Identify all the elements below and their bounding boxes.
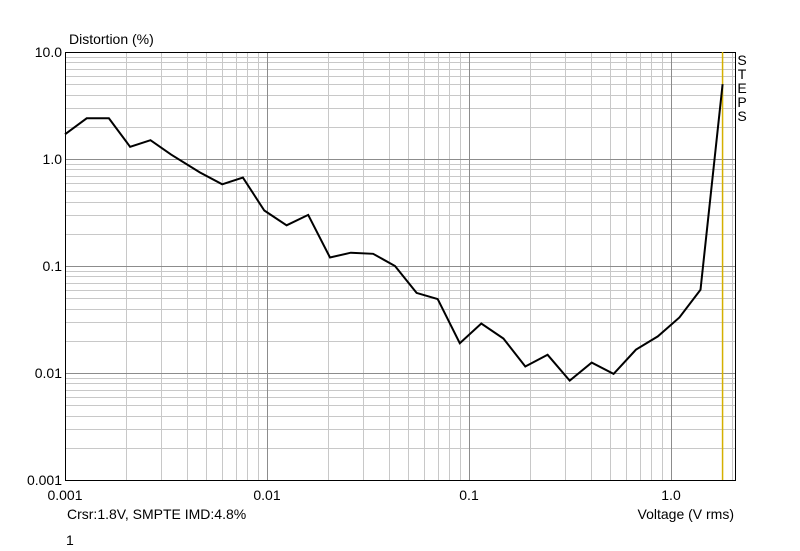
y-tick-label: 0.001 <box>27 472 62 488</box>
y-tick-labels: 0.001 0.01 0.1 1.0 10.0 <box>27 44 62 488</box>
y-tick-label: 0.01 <box>35 365 62 381</box>
y-tick-label: 0.1 <box>43 258 63 274</box>
x-tick-label: 0.1 <box>459 487 479 503</box>
x-tick-label: 0.01 <box>253 487 280 503</box>
steps-letter: E <box>737 80 746 96</box>
x-tick-label: 0.001 <box>47 487 82 503</box>
steps-letter: S <box>737 52 746 68</box>
series-line-distortion <box>64 84 724 382</box>
y-axis-label: Distortion (%) <box>69 31 154 47</box>
steps-letter: P <box>737 94 746 110</box>
x-tick-label: 1.0 <box>661 487 681 503</box>
steps-letter: S <box>737 108 746 124</box>
footer-index: 1 <box>66 532 74 548</box>
x-tick-labels: 0.001 0.01 0.1 1.0 <box>47 487 680 503</box>
cursor-readout: Crsr:1.8V, SMPTE IMD:4.8% <box>67 506 246 522</box>
plot-frame <box>65 52 736 481</box>
x-axis-label: Voltage (V rms) <box>638 506 734 522</box>
y-tick-label: 1.0 <box>43 151 63 167</box>
y-tick-label: 10.0 <box>35 44 62 60</box>
steps-letter: T <box>738 66 747 82</box>
